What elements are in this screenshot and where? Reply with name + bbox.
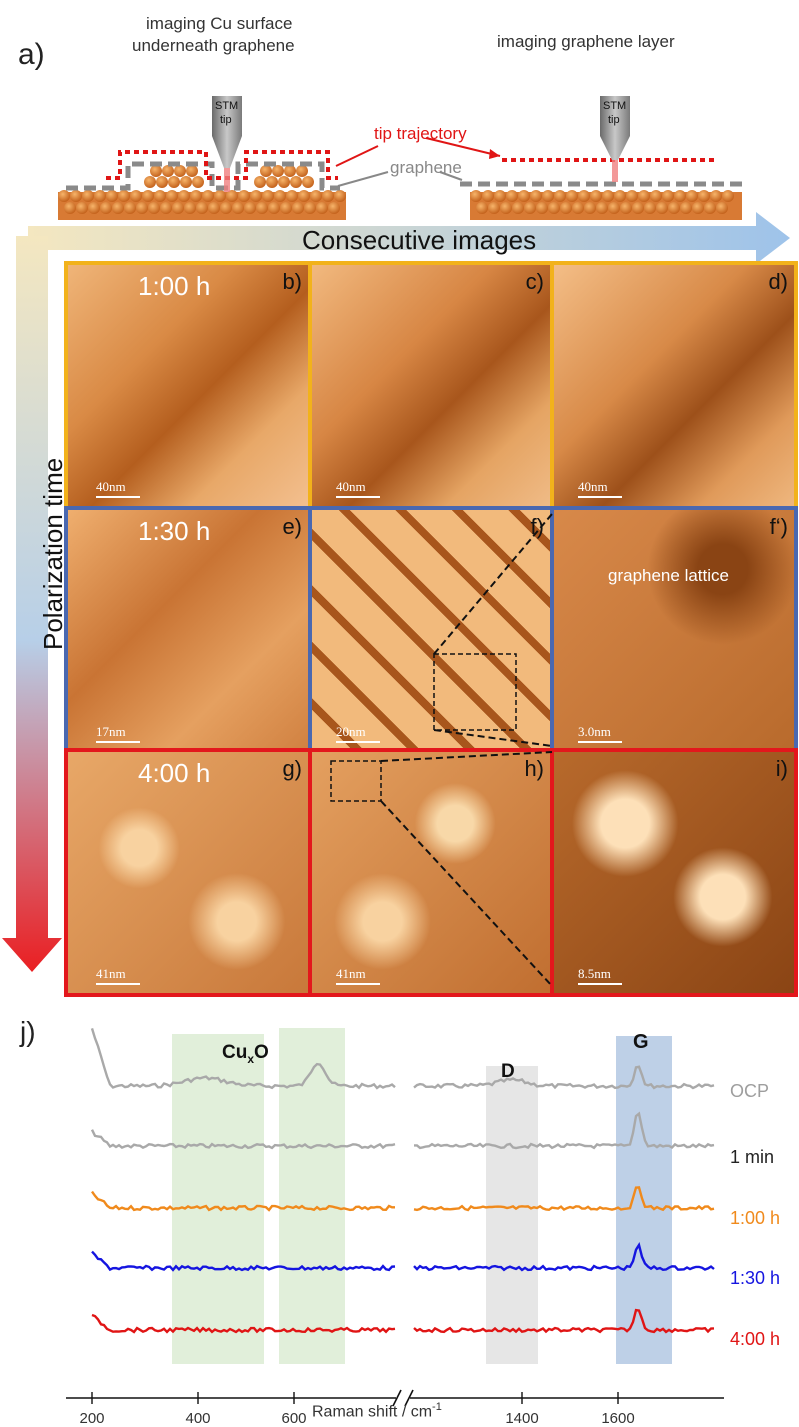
panel-label: g) <box>282 756 302 781</box>
scale-bar: 40nm <box>336 479 380 498</box>
polarization-arrow <box>2 236 62 972</box>
g-band <box>616 1036 672 1364</box>
series-label: OCP <box>730 1081 770 1101</box>
series-label: 1:30 h <box>730 1268 781 1288</box>
spectrum-0 <box>90 1028 715 1090</box>
panel-divider <box>550 750 554 995</box>
left-cu-substrate <box>58 190 346 220</box>
series-label: 1 min <box>730 1147 775 1167</box>
graphene-label: graphene <box>390 158 462 177</box>
g-label: G <box>633 1031 649 1053</box>
x-axis-title: Raman shift / cm-1 <box>312 1401 442 1421</box>
consecutive-arrow <box>28 212 790 264</box>
panel-label: f) <box>530 514 544 539</box>
stm-panel-h: h) 41nm <box>310 750 552 995</box>
panel-divider <box>308 750 312 995</box>
x-tick-label: 200 <box>79 1410 105 1427</box>
time-label: 4:00 h <box>138 758 211 788</box>
spectrum-3 <box>91 1242 715 1272</box>
stm-panel-b: b) 1:00 h 40nm <box>66 263 310 508</box>
left-stm-tip-icon <box>212 96 242 192</box>
panel-label: d) <box>768 269 788 294</box>
panel-label: i) <box>775 756 788 781</box>
tip-label-right-1: STM <box>603 100 627 112</box>
axes-arrows <box>2 212 790 972</box>
panel-label: e) <box>282 514 302 539</box>
right-caption: imaging graphene layer <box>497 32 675 51</box>
time-label: 1:30 h <box>138 516 211 546</box>
left-cu-islands <box>144 165 314 188</box>
graphene-lattice-label: graphene lattice <box>608 566 729 585</box>
spectrum-1 <box>90 1111 715 1150</box>
scale-bar: 3.0nm <box>578 724 622 743</box>
cuxo-label: CuxO <box>222 1042 269 1066</box>
panel-divider <box>308 263 312 508</box>
scale-bar: 17nm <box>96 724 140 743</box>
cuxo-band-1 <box>172 1034 264 1364</box>
panel-divider <box>550 263 554 508</box>
time-label: 1:00 h <box>138 271 211 301</box>
left-caption-line2: underneath graphene <box>132 36 295 55</box>
tip-trajectory-label: tip trajectory <box>374 124 467 143</box>
schematic-diagram <box>58 96 746 220</box>
tip-label-left-1: STM <box>215 100 239 112</box>
panel-label-j: j) <box>20 1016 36 1047</box>
panel-label: h) <box>524 756 544 781</box>
panel-divider <box>308 508 312 753</box>
d-band <box>486 1066 538 1364</box>
panel-label: f‘) <box>769 514 788 539</box>
stm-panel-d: d) 40nm <box>552 263 796 508</box>
scale-bar: 8.5nm <box>578 966 622 985</box>
spectrum-4 <box>91 1308 715 1334</box>
x-tick-label: 1400 <box>505 1410 539 1427</box>
scale-bar: 20nm <box>336 724 380 743</box>
panel-divider <box>550 508 554 753</box>
tip-label-left-2: tip <box>220 114 232 126</box>
panel-label: c) <box>525 269 544 294</box>
cuxo-band-2 <box>279 1028 345 1364</box>
stm-panel-g: g) 4:00 h 41nm <box>66 750 310 995</box>
consecutive-images-label: Consecutive images <box>302 225 537 255</box>
left-caption-line1: imaging Cu surface <box>146 14 293 33</box>
x-tick-label: 400 <box>185 1410 211 1427</box>
zoom-indicators <box>330 513 553 987</box>
scale-bar: 41nm <box>96 966 140 985</box>
x-tick-label: 1600 <box>601 1410 635 1427</box>
scale-bar: 41nm <box>336 966 380 985</box>
raman-chart <box>66 1028 724 1407</box>
spectrum-2 <box>91 1186 715 1212</box>
stm-panel-f-prime: f‘) graphene lattice 3.0nm <box>552 508 796 753</box>
stm-panel-i: i) 8.5nm <box>552 750 796 995</box>
d-label: D <box>501 1061 515 1082</box>
stm-panel-c: c) 40nm <box>310 263 552 508</box>
scale-bar: 40nm <box>96 479 140 498</box>
panel-label: b) <box>282 269 302 294</box>
x-tick-label: 600 <box>281 1410 307 1427</box>
right-stm-tip-icon <box>600 96 630 182</box>
series-label: 4:00 h <box>730 1329 781 1349</box>
series-label: 1:00 h <box>730 1208 781 1228</box>
scale-bar: 40nm <box>578 479 622 498</box>
stm-panel-f: f) 20nm <box>310 508 552 753</box>
stm-panel-e: e) 1:30 h 17nm <box>66 508 310 753</box>
panel-label-a: a) <box>18 38 45 71</box>
tip-label-right-2: tip <box>608 114 620 126</box>
